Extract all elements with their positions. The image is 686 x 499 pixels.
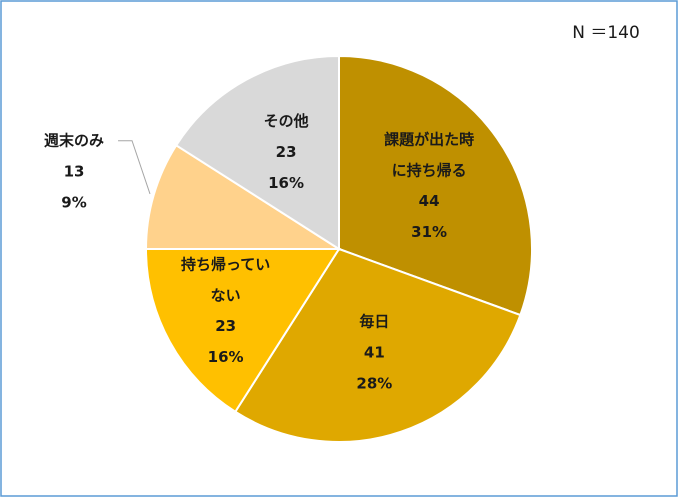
pie-slice xyxy=(174,54,340,251)
annotation: N ＝140 xyxy=(572,23,640,43)
value-label: 23 xyxy=(215,317,236,335)
value-label: 23 xyxy=(276,143,297,161)
category-label: 持ち帰っていない xyxy=(181,255,270,304)
percent-label: 9% xyxy=(61,193,86,211)
percent-label: 16% xyxy=(268,174,304,192)
pie-slice xyxy=(338,54,533,317)
pie-slice xyxy=(233,247,522,443)
pie-slice xyxy=(144,248,341,414)
leader-line xyxy=(118,140,151,195)
category-label: 課題が出た時に持ち帰る xyxy=(384,130,474,179)
percent-label: 16% xyxy=(208,348,244,366)
value-label: 44 xyxy=(419,192,440,210)
pie-slice xyxy=(144,143,343,250)
value-label: 13 xyxy=(64,162,85,180)
category-label: その他 xyxy=(264,112,309,130)
value-label: 41 xyxy=(364,344,385,362)
category-label: 週末のみ xyxy=(44,131,104,149)
percent-label: 28% xyxy=(356,375,392,393)
percent-label: 31% xyxy=(411,223,447,241)
category-label: 毎日 xyxy=(359,313,389,331)
